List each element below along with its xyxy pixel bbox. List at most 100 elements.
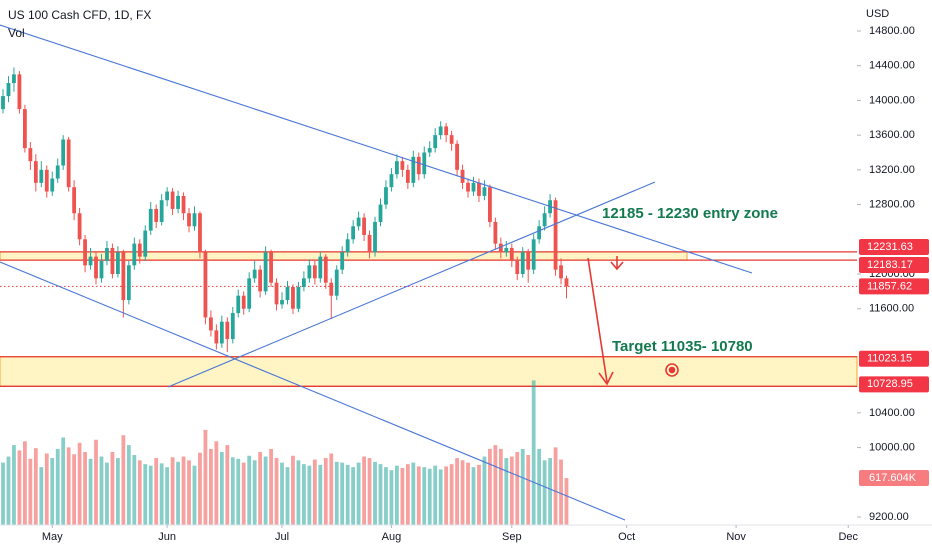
arrow: [587, 257, 608, 383]
volume-bar: [83, 451, 87, 525]
y-tick-label: 14800.00: [869, 25, 915, 37]
candle-body: [444, 126, 449, 136]
candle-body: [400, 161, 405, 170]
volume-bar: [170, 457, 175, 525]
candle-body: [187, 213, 191, 227]
candle-body: [416, 156, 421, 175]
volume-bar: [88, 458, 93, 525]
volume-bar: [378, 464, 383, 525]
candle-body: [384, 187, 388, 205]
volume-bar: [247, 455, 252, 525]
volume-bar: [236, 458, 241, 525]
candle-body: [181, 195, 186, 214]
candle-body: [389, 174, 394, 188]
candle-body: [28, 148, 33, 162]
volume-bar: [77, 442, 82, 525]
volume-bar: [531, 380, 536, 525]
candle-body: [230, 313, 235, 340]
volume-bar: [477, 464, 481, 525]
candle-body: [61, 139, 66, 166]
candle-body: [285, 287, 290, 301]
candle-body: [471, 182, 476, 192]
candle-body: [559, 265, 563, 279]
axis-bg: [858, 0, 932, 550]
volume-bar: [132, 455, 137, 525]
volume-bar: [433, 465, 438, 525]
candle-body: [192, 213, 197, 227]
volume-bar: [405, 464, 410, 525]
candle-body: [247, 278, 252, 309]
y-tick-label: 9200.00: [869, 511, 909, 523]
candle-body: [542, 213, 547, 227]
volume-bar: [542, 460, 547, 525]
volume-bar: [526, 455, 531, 525]
candle-body: [143, 230, 148, 257]
price-label: 11023.15: [867, 353, 912, 365]
candle-body: [236, 295, 241, 314]
currency: USD: [866, 8, 889, 20]
volume-bar: [17, 450, 22, 525]
candle-body: [115, 252, 120, 274]
candle-body: [312, 265, 317, 279]
candle-body: [411, 156, 416, 183]
volume-bar: [559, 459, 563, 525]
zones: 12185 - 12230 entry zone Target 11035- 10…: [0, 205, 858, 387]
candle-body: [515, 260, 520, 274]
candle-body: [225, 321, 230, 340]
candle-body: [176, 195, 180, 209]
candle-body: [50, 178, 55, 192]
candle-body: [356, 217, 361, 227]
volume-bar: [198, 452, 202, 525]
arrow-head: [610, 261, 624, 271]
y-tick-label: 13600.00: [869, 129, 915, 141]
candle-body: [345, 239, 350, 253]
volume-bar: [1, 462, 5, 525]
volume-bar: [208, 448, 213, 525]
price-label: 11857.62: [867, 280, 912, 292]
volume-bar: [148, 465, 153, 525]
price-label: 12231.63: [867, 241, 913, 253]
volume-bar: [44, 453, 49, 525]
zone: [0, 356, 858, 387]
candle-body: [455, 143, 459, 170]
volume-bar: [416, 466, 421, 525]
y-tick-label: 12800.00: [869, 198, 915, 210]
volume-bar: [274, 458, 279, 525]
volume-bar: [400, 467, 405, 525]
trend-lines: [0, 24, 753, 521]
volume-bar: [564, 478, 569, 525]
volume-bar: [482, 456, 487, 525]
candle-body: [6, 83, 11, 97]
candle-body: [498, 243, 503, 253]
candle-body: [99, 260, 104, 279]
volume-bar: [302, 464, 306, 525]
candle-body: [148, 208, 153, 231]
volume-bar: [537, 448, 542, 525]
candle-body: [422, 152, 427, 175]
y-tick-label: 14000.00: [869, 94, 915, 106]
volume-bar: [471, 467, 476, 525]
candle-body: [126, 265, 131, 301]
volume-bar: [192, 465, 197, 525]
volume-bar: [22, 441, 27, 525]
volume-bar: [329, 453, 334, 525]
volume-bar: [384, 467, 388, 525]
volume-bar: [219, 451, 224, 525]
candle-body: [154, 208, 159, 222]
volume-bar: [340, 462, 345, 525]
candle-body: [132, 243, 137, 266]
candle-body: [373, 221, 377, 253]
volume-bar: [444, 466, 449, 525]
volume-bar: [323, 458, 328, 525]
volume-bar: [285, 467, 290, 525]
candle-body: [477, 182, 481, 196]
candle-body: [258, 269, 263, 292]
volume-bar: [466, 462, 470, 525]
volume-bar: [395, 465, 399, 525]
volume-bar: [296, 460, 301, 525]
chart-title: US 100 Cash CFD, 1D, FX: [8, 8, 151, 22]
candle-body: [564, 278, 569, 287]
volume-bar: [422, 467, 427, 525]
volume-bar: [121, 435, 126, 525]
arrow-head: [598, 371, 614, 386]
